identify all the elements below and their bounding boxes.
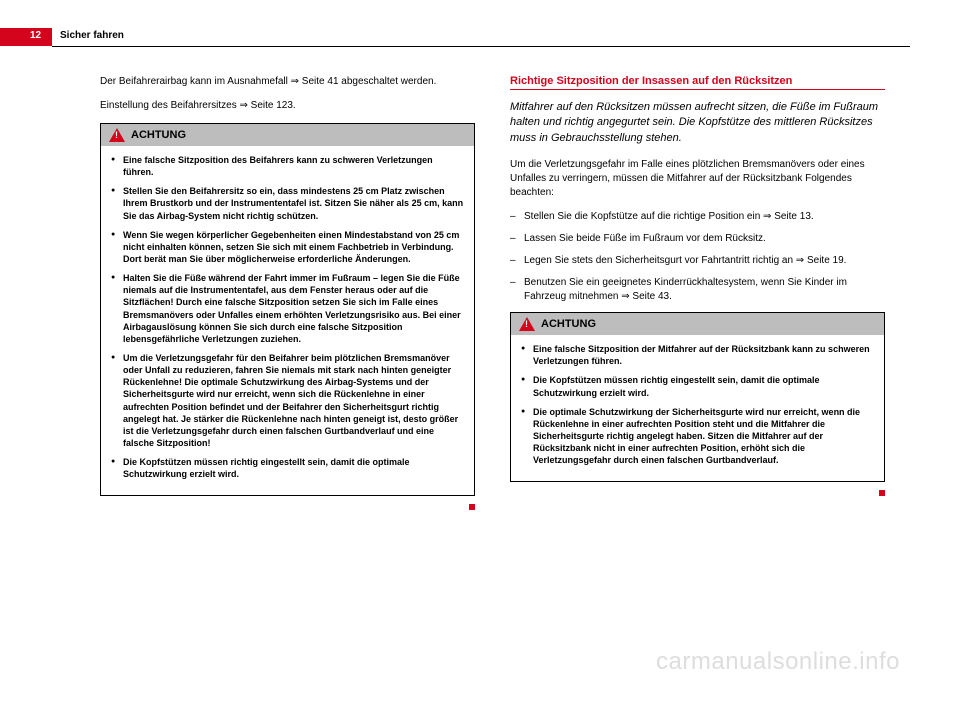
achtung-box-left: ACHTUNG Eine falsche Sitzposition des Be…: [100, 123, 475, 496]
end-marker-icon: [469, 504, 475, 510]
italic-intro: Mitfahrer auf den Rücksitzen müssen aufr…: [510, 100, 885, 146]
achtung-header: ACHTUNG: [101, 124, 474, 146]
page-number: 12: [30, 30, 41, 41]
section-end: [100, 498, 475, 516]
achtung-bullet: Um die Verletzungsgefahr für den Beifahr…: [111, 352, 464, 449]
achtung-box-right: ACHTUNG Eine falsche Sitzposition der Mi…: [510, 312, 885, 482]
list-item: Stellen Sie die Kopfstütze auf die richt…: [510, 210, 885, 224]
warning-icon: [109, 128, 125, 142]
list-item: Legen Sie stets den Sicherheitsgurt vor …: [510, 254, 885, 268]
achtung-bullet: Halten Sie die Füße während der Fahrt im…: [111, 272, 464, 345]
end-marker-icon: [879, 490, 885, 496]
achtung-body: Eine falsche Sitzposition des Beifahrers…: [101, 146, 474, 495]
page-tab: [0, 28, 52, 46]
achtung-bullet: Die optimale Schutzwirkung der Sicherhei…: [521, 406, 874, 467]
heading-underline: [510, 89, 885, 90]
right-column: Richtige Sitzposition der Insassen auf d…: [510, 75, 885, 502]
header-rule: [52, 46, 910, 47]
body-paragraph: Um die Verletzungsgefahr im Falle eines …: [510, 158, 885, 200]
achtung-bullet: Eine falsche Sitzposition des Beifahrers…: [111, 154, 464, 178]
achtung-bullet: Wenn Sie wegen körperlicher Gegebenheite…: [111, 229, 464, 265]
achtung-bullet: Eine falsche Sitzposition der Mitfahrer …: [521, 343, 874, 367]
header-title: Sicher fahren: [60, 30, 124, 41]
achtung-body: Eine falsche Sitzposition der Mitfahrer …: [511, 335, 884, 481]
left-column: Der Beifahrerairbag kann im Ausnahmefall…: [100, 75, 475, 516]
intro-paragraph-2: Einstellung des Beifahrersitzes ⇒ Seite …: [100, 99, 475, 113]
watermark: carmanualsonline.info: [656, 648, 900, 676]
list-item: Lassen Sie beide Füße im Fußraum vor dem…: [510, 232, 885, 246]
warning-icon: [519, 317, 535, 331]
achtung-bullet: Stellen Sie den Beifahrersitz so ein, da…: [111, 185, 464, 221]
achtung-bullet: Die Kopfstützen müssen richtig eingestel…: [111, 456, 464, 480]
intro-paragraph-1: Der Beifahrerairbag kann im Ausnahmefall…: [100, 75, 475, 89]
achtung-title: ACHTUNG: [131, 129, 186, 141]
section-end: [510, 484, 885, 502]
section-heading: Richtige Sitzposition der Insassen auf d…: [510, 75, 885, 87]
achtung-bullet: Die Kopfstützen müssen richtig eingestel…: [521, 374, 874, 398]
achtung-header: ACHTUNG: [511, 313, 884, 335]
list-item: Benutzen Sie ein geeignetes Kinderrückha…: [510, 276, 885, 304]
achtung-title: ACHTUNG: [541, 318, 596, 330]
